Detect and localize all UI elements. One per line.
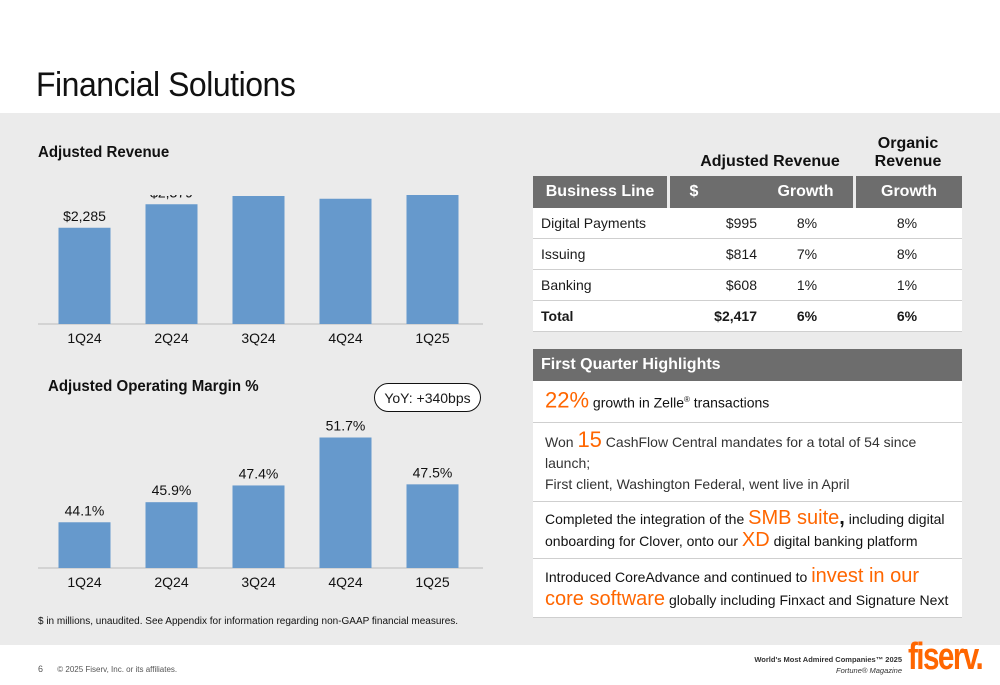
data-label: 45.9% [152,482,192,498]
highlights-box: First Quarter Highlights 22% growth in Z… [533,349,962,618]
yoy-badge: YoY: +340bps [374,383,481,412]
cell-organic: 6% [896,308,918,324]
tick-label: 1Q25 [415,574,449,590]
data-label: $2,379 [150,195,193,200]
fiserv-logo: fiserv. [908,636,984,678]
chart-bar [232,485,285,568]
highlight-emphasis: invest in our core software [545,564,920,610]
header-amount: $ [689,183,699,200]
footer-left: 6 © 2025 Fiserv, Inc. or its affiliates. [38,664,177,674]
highlight-emphasis: 22% [545,387,590,413]
chart-bar [406,484,459,568]
table-row: Banking $608 1% 1% [533,270,962,301]
page-number: 6 [38,664,44,674]
highlight-item: Won 15 CashFlow Central mandates for a t… [533,422,962,502]
cell-amount: $608 [725,277,757,293]
chart-bar [406,195,459,324]
highlight-item: 22% growth in Zelle® transactions [533,381,962,423]
cell-line: Digital Payments [541,215,647,231]
cell-organic: 1% [896,277,918,293]
highlight-emphasis: SMB suite [748,506,840,529]
header-organic-growth: Growth [856,176,962,208]
header-growth: Growth [777,183,834,200]
tick-label: 4Q24 [328,574,362,590]
cell-amount: $814 [725,246,757,262]
highlight-item: Completed the integration of the SMB sui… [533,501,962,559]
cell-growth: 6% [796,308,818,324]
chart-bar [145,502,198,568]
highlights-title: First Quarter Highlights [533,349,962,381]
chart-bar [232,196,285,324]
award-line1: World's Most Admired Companies™ 2025 [754,655,902,664]
footnote: $ in millions, unaudited. See Appendix f… [38,616,459,627]
highlight-emphasis: 15 [577,426,602,452]
tick-label: 1Q24 [67,330,101,346]
cell-amount: $995 [725,215,757,231]
tick-label: 2Q24 [154,574,188,590]
revenue-chart-title: Adjusted Revenue [38,144,170,161]
tick-label: 2Q24 [154,330,188,346]
cell-growth: 1% [796,277,818,293]
margin-chart: 44.1% 1Q24 45.9% 2Q24 47.4% 3Q24 51.7% 4Q24 47.5… [38,420,483,590]
page-title: Financial Solutions [36,66,296,104]
chart-bar [319,198,372,324]
cell-line: Total [541,308,574,324]
cell-growth: 8% [796,215,818,231]
cell-growth: 7% [796,246,818,262]
tick-label: 1Q24 [67,574,101,590]
cell-amount: $2,417 [714,308,757,324]
tick-label: 4Q24 [328,330,362,346]
table-header-row: Business Line $ Growth Growth [533,176,962,208]
business-line-table: Business Line $ Growth Growth Digital Pa… [533,176,962,332]
tick-label: 3Q24 [241,574,275,590]
chart-bar [319,437,372,568]
award-text: World's Most Admired Companies™ 2025 For… [754,654,902,676]
chart-bar [58,227,111,324]
table-group-organic: Organic Revenue [874,135,942,170]
data-label: 47.5% [413,464,453,480]
table-row: Issuing $814 7% 8% [533,239,962,270]
award-line2: Fortune® Magazine [836,666,902,675]
tick-label: 3Q24 [241,330,275,346]
margin-chart-title: Adjusted Operating Margin % [48,378,259,395]
cell-organic: 8% [896,215,918,231]
tick-label: 1Q25 [415,330,449,346]
chart-bar [58,522,111,568]
cell-line: Banking [541,277,592,293]
cell-line: Issuing [541,246,586,262]
cell-organic: 8% [896,246,918,262]
header-adjusted-group: $ Growth [670,176,853,208]
data-label: $2,285 [63,208,106,224]
header-business-line: Business Line [533,176,667,208]
copyright: © 2025 Fiserv, Inc. or its affiliates. [57,665,178,674]
highlight-emphasis: XD [741,528,770,551]
table-row: Digital Payments $995 8% 8% [533,208,962,239]
table-group-adjusted: Adjusted Revenue [700,153,840,170]
highlight-item: Introduced CoreAdvance and continued to … [533,558,962,618]
data-label: 47.4% [239,465,279,481]
table-row-total: Total $2,417 6% 6% [533,301,962,332]
chart-bar [145,204,198,324]
data-label: 44.1% [65,502,105,518]
data-label: 51.7% [326,420,366,434]
revenue-chart: $2,2851Q24$2,3792Q24$2,4123Q24$2,4014Q24… [38,195,483,346]
